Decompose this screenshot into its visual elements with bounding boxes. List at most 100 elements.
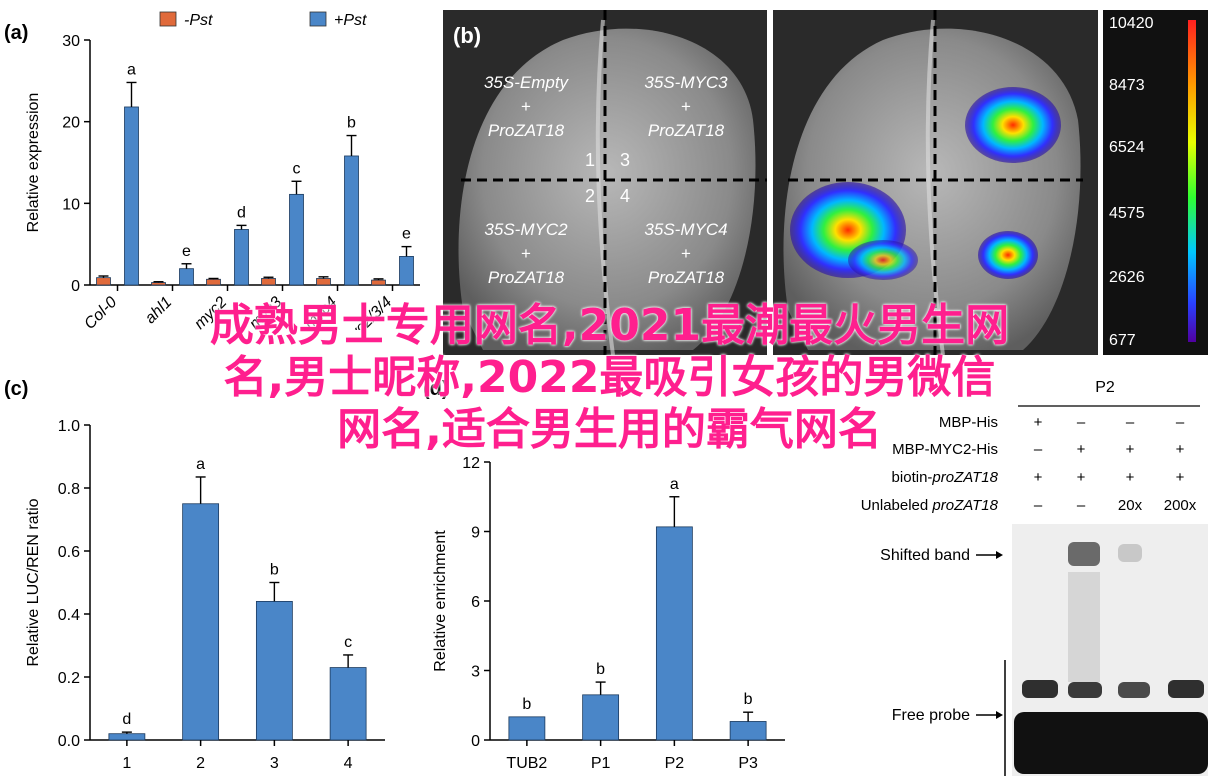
y-tick-label: 0 <box>71 278 80 295</box>
emsa-lane-smear <box>1068 572 1100 682</box>
leaf-shape-left <box>458 28 756 350</box>
bar <box>182 503 220 741</box>
quadrant3-line2: ProZAT18 <box>648 121 725 140</box>
emsa-cell: – <box>1126 414 1135 431</box>
significance-letter: e <box>402 226 411 243</box>
legend-label: -Pst <box>184 12 213 29</box>
emsa-cell: + <box>1034 414 1043 431</box>
quadrant1-line2: ProZAT18 <box>488 121 565 140</box>
emsa-shifted-band <box>1068 542 1100 566</box>
emsa-cell: – <box>1034 441 1043 458</box>
x-tick-label: Col-0 <box>81 294 120 330</box>
bar <box>729 721 767 741</box>
y-tick-label: 10 <box>62 196 80 213</box>
chart-panel-d: 0 3 6 9 12 Relative enrichment b b a b TUB2 P1 P2 P3 <box>432 455 785 772</box>
x-tick-label: myc2/3/4 <box>337 294 395 330</box>
significance-letter: d <box>122 711 131 728</box>
x-tick-label: P3 <box>738 755 758 772</box>
y-tick-label: 0.0 <box>58 733 80 750</box>
bar <box>289 193 304 286</box>
bar <box>234 229 249 286</box>
quadrant2-line2: ProZAT18 <box>488 268 565 287</box>
y-tick-label: 20 <box>62 115 80 132</box>
quadrant-number-2: 2 <box>585 186 595 206</box>
scale-value-5: 2626 <box>1109 269 1145 286</box>
x-tick-label: myc4 <box>301 294 340 330</box>
y-tick-label: 6 <box>471 594 480 611</box>
emsa-row-4-label: Unlabeled proZAT18 <box>861 497 999 514</box>
emsa-cell: + <box>1077 469 1086 486</box>
emsa-band <box>1168 680 1204 698</box>
emsa-cell: – <box>1077 497 1086 514</box>
scale-value-max: 10420 <box>1109 15 1154 32</box>
emsa-cell: – <box>1176 414 1185 431</box>
luminescence-signal-myc4 <box>978 231 1038 279</box>
bar <box>96 277 111 286</box>
panel-e-emsa: P2 MBP-His MBP-MYC2-His biotin-proZAT18 … <box>861 379 1208 776</box>
emsa-free-probe-band <box>1014 712 1208 774</box>
legend-label: +Pst <box>334 12 367 29</box>
emsa-band <box>1068 682 1102 698</box>
emsa-cell: + <box>1077 441 1086 458</box>
bar <box>399 256 414 286</box>
emsa-cell: – <box>1077 414 1086 431</box>
x-tick-label: myc2 <box>191 294 230 330</box>
quadrant2-line1: 35S-MYC2 <box>484 220 568 239</box>
quadrant2-plus: + <box>521 244 531 263</box>
significance-letter: c <box>293 160 301 177</box>
significance-letter: c <box>344 634 352 651</box>
bar <box>316 278 331 286</box>
bar <box>582 694 620 741</box>
quadrant3-line1: 35S-MYC3 <box>644 73 728 92</box>
emsa-shifted-band-faint <box>1118 544 1142 562</box>
significance-letter: d <box>237 204 246 221</box>
emsa-cell: 200x <box>1164 497 1197 514</box>
leaf-vein <box>595 19 615 355</box>
quadrant4-line1: 35S-MYC4 <box>644 220 727 239</box>
chart-panel-c: 0.0 0.2 0.4 0.6 0.8 1.0 Relative LUC/REN ratio… <box>25 418 385 772</box>
y-tick-label: 0.6 <box>58 544 80 561</box>
significance-letter: a <box>196 456 205 473</box>
significance-letter: b <box>522 696 531 713</box>
bar <box>371 279 386 286</box>
quadrant3-plus: + <box>681 97 691 116</box>
y-tick-label: 0.4 <box>58 607 80 624</box>
emsa-cell: + <box>1176 441 1185 458</box>
scale-value-3: 6524 <box>1109 139 1145 156</box>
significance-letter: a <box>670 476 679 493</box>
y-axis-label: Relative expression <box>25 93 42 233</box>
bar <box>655 526 693 741</box>
x-tick-label: myc3 <box>246 294 285 330</box>
quadrant4-plus: + <box>681 244 691 263</box>
emsa-group-label: P2 <box>1095 379 1115 396</box>
bar <box>151 282 166 286</box>
panel-d-label: (d) <box>423 378 449 400</box>
bar <box>255 600 293 741</box>
free-probe-arrowhead <box>996 711 1003 719</box>
significance-letter: a <box>127 61 136 78</box>
color-scale-bar <box>1188 20 1196 342</box>
bar <box>124 106 139 286</box>
emsa-row-2-label: MBP-MYC2-His <box>892 441 998 458</box>
bar <box>508 716 546 741</box>
quadrant4-line2: ProZAT18 <box>648 268 725 287</box>
x-tick-label: 3 <box>270 755 279 772</box>
quadrant-number-4: 4 <box>620 186 630 206</box>
scale-value-4: 4575 <box>1109 205 1145 222</box>
significance-letter: b <box>744 691 753 708</box>
panel-b-image: (b) 35S-Empty + ProZAT18 35S-MYC3 + ProZ… <box>443 10 1208 355</box>
x-tick-label: TUB2 <box>506 755 547 772</box>
scale-value-2: 8473 <box>1109 77 1145 94</box>
emsa-row-3-label: biotin-proZAT18 <box>892 469 999 486</box>
panel-a-label: (a) <box>4 22 29 44</box>
bar <box>108 733 146 741</box>
y-tick-label: 0.2 <box>58 670 80 687</box>
luminescence-signal-myc3 <box>965 87 1061 163</box>
y-tick-label: 12 <box>462 455 480 472</box>
x-tick-label: ahl1 <box>142 294 175 327</box>
y-tick-label: 9 <box>471 525 480 542</box>
x-tick-label: P1 <box>591 755 611 772</box>
bar <box>206 278 221 286</box>
legend-swatch <box>159 11 177 27</box>
quadrant-number-3: 3 <box>620 150 630 170</box>
